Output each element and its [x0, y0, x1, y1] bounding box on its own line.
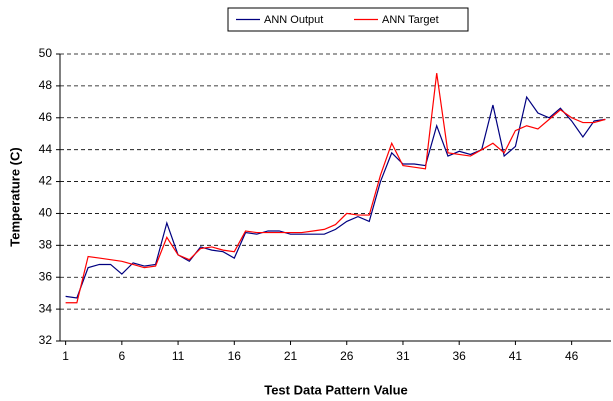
y-tick-label: 50: [39, 46, 53, 60]
x-tick-label: 41: [509, 349, 523, 363]
y-tick-label: 46: [39, 110, 53, 124]
y-tick-label: 40: [39, 206, 53, 220]
x-tick-label: 36: [453, 349, 467, 363]
y-tick-label: 32: [39, 333, 53, 347]
x-tick-label: 46: [565, 349, 579, 363]
x-tick-label: 26: [340, 349, 354, 363]
y-tick-label: 48: [39, 78, 53, 92]
x-tick-label: 11: [172, 349, 185, 363]
x-tick-label: 6: [119, 349, 126, 363]
x-axis-title: Test Data Pattern Value: [264, 382, 408, 397]
series-line: [65, 73, 606, 304]
y-tick-label: 34: [39, 301, 53, 315]
x-tick-label: 31: [396, 349, 410, 363]
y-tick-label: 36: [39, 269, 53, 283]
x-tick-label: 21: [284, 349, 298, 363]
y-tick-label: 38: [39, 238, 53, 252]
legend: ANN Output ANN Target: [227, 7, 469, 32]
y-axis-title: Temperature (C): [7, 147, 22, 246]
x-tick-label: 16: [228, 349, 242, 363]
plot-area: [60, 54, 611, 341]
y-tick-label: 42: [39, 174, 53, 188]
legend-label: ANN Output: [264, 14, 323, 26]
y-tick-label: 44: [39, 142, 53, 156]
legend-box: [227, 7, 469, 32]
legend-label: ANN Target: [382, 14, 439, 26]
x-tick-label: 1: [62, 349, 69, 363]
